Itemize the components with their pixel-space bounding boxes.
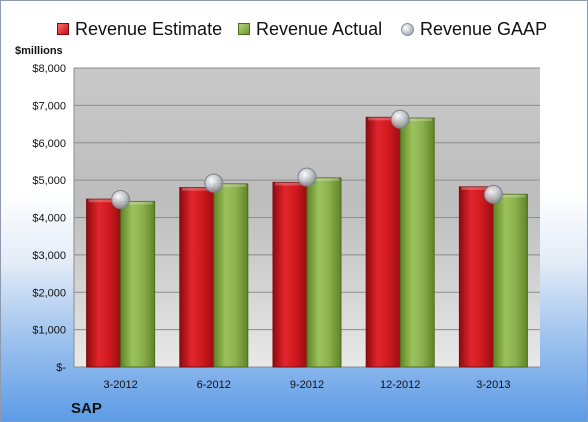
bar-highlight xyxy=(368,117,399,121)
bar-highlight xyxy=(402,118,433,122)
legend-item-revenue-actual: Revenue Actual xyxy=(238,17,382,41)
x-tick-label: 3-2013 xyxy=(476,379,510,391)
bar-highlight xyxy=(495,194,526,198)
y-axis-ticks: $- $1,000 $2,000 $3,000 $4,000 $5,000 $6,000 $7… xyxy=(32,63,66,374)
y-tick-label: $5,000 xyxy=(32,175,66,187)
gaap-marker xyxy=(204,173,224,193)
y-axis-unit-label: $millions xyxy=(15,45,63,57)
legend-label-gaap: Revenue GAAP xyxy=(420,18,548,39)
y-tick-label: $6,000 xyxy=(32,138,66,150)
legend-marker-gaap xyxy=(401,22,414,36)
legend-item-revenue-gaap: Revenue GAAP xyxy=(401,17,547,41)
gaap-marker xyxy=(111,190,131,210)
gaap-marker xyxy=(297,167,317,187)
y-tick-label: $2,000 xyxy=(32,287,66,299)
y-tick-label: $7,000 xyxy=(32,100,66,112)
bar-highlight xyxy=(122,201,153,205)
bar-revenue-actual xyxy=(399,117,435,368)
y-tick-label: $3,000 xyxy=(32,250,66,262)
bar-revenue-estimate xyxy=(86,198,122,368)
legend-item-revenue-estimate: Revenue Estimate xyxy=(57,17,222,41)
bar-revenue-actual xyxy=(120,200,156,368)
x-tick-label: 12-2012 xyxy=(380,379,420,391)
y-tick-label: $8,000 xyxy=(32,63,66,75)
bar-revenue-actual xyxy=(306,177,342,368)
y-tick-label: $- xyxy=(56,362,66,374)
bar-revenue-estimate xyxy=(179,187,215,368)
gaap-marker xyxy=(483,184,503,204)
x-tick-label: 9-2012 xyxy=(290,379,324,391)
bar-revenue-actual xyxy=(213,183,249,368)
bar-highlight xyxy=(309,177,339,181)
bars xyxy=(86,116,528,368)
bar-highlight xyxy=(88,199,119,203)
legend: Revenue Estimate Revenue Actual Revenue … xyxy=(1,17,587,41)
bar-revenue-actual xyxy=(492,193,528,368)
bar-revenue-estimate xyxy=(365,116,401,368)
legend-swatch-actual xyxy=(238,23,250,35)
bar-revenue-estimate xyxy=(458,186,494,368)
legend-label-actual: Revenue Actual xyxy=(256,18,383,39)
bar-highlight xyxy=(181,187,212,191)
bar-highlight xyxy=(275,182,305,186)
x-tick-label: 6-2012 xyxy=(197,379,231,391)
x-axis-ticks: 3-2012 6-2012 9-2012 12-2012 3-2013 xyxy=(103,379,510,391)
gaap-markers xyxy=(111,109,503,210)
company-label: SAP xyxy=(71,400,102,417)
y-tick-label: $1,000 xyxy=(32,325,66,337)
gaap-marker xyxy=(390,109,410,129)
x-tick-label: 3-2012 xyxy=(103,379,137,391)
bar-revenue-estimate xyxy=(272,181,308,368)
bar-highlight xyxy=(215,183,246,187)
legend-label-estimate: Revenue Estimate xyxy=(75,18,223,39)
legend-swatch-estimate xyxy=(57,23,69,35)
bar-highlight xyxy=(461,186,492,190)
y-tick-label: $4,000 xyxy=(32,213,66,225)
